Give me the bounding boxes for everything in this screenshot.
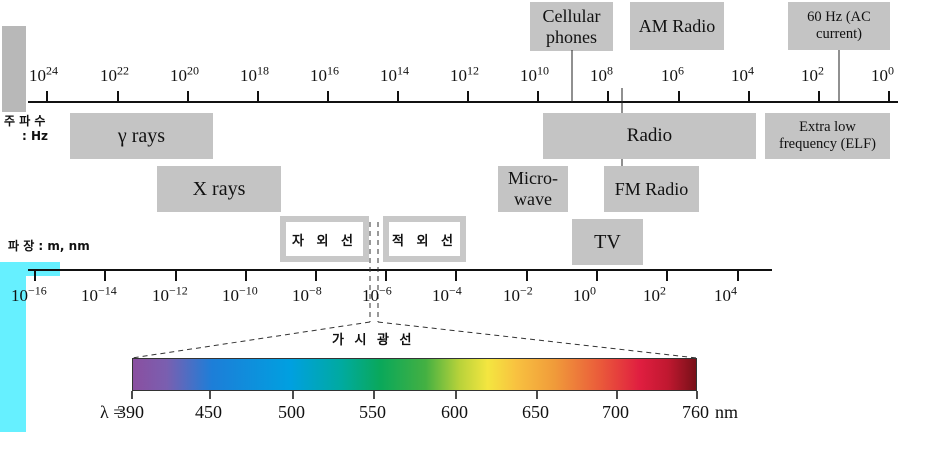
microwave-label: Micro- wave (508, 168, 558, 209)
wavelength-axis-label: 파 장 : m, nm (8, 239, 90, 253)
visible-spectrum-bar (132, 358, 697, 391)
radio-box: Radio (543, 113, 756, 159)
ac-current-label: 60 Hz (AC current) (807, 9, 871, 42)
frequency-tick-label: 1018 (240, 63, 269, 85)
tv-box: TV (572, 219, 643, 265)
microwave-box: Micro- wave (498, 166, 568, 212)
wavelength-tick-label: 10−12 (152, 283, 188, 305)
wavelength-tick-label: 102 (643, 283, 666, 305)
fm-radio-box: FM Radio (604, 166, 699, 212)
wavelength-tick-label: 100 (573, 283, 596, 305)
frequency-tick-label: 106 (661, 63, 684, 85)
cellular-phones-label: Cellular phones (542, 5, 601, 47)
visible-tick-label: 500 (278, 402, 305, 422)
visible-tick-label: 390 (117, 402, 144, 422)
infrared-label: 적 외 선 (392, 233, 457, 249)
fm-radio-label: FM Radio (614, 178, 689, 199)
lambda-prefix: λ = (100, 402, 124, 422)
gray-strip (2, 26, 26, 112)
frequency-tick-label: 1024 (29, 63, 58, 85)
wavelength-tick-label: 104 (714, 283, 737, 305)
frequency-tick-label: 1012 (450, 63, 479, 85)
elf-label: Extra low frequency (ELF) (778, 119, 877, 152)
gamma-rays-label: γ rays (117, 124, 166, 147)
wavelength-tick-label: 10−14 (81, 283, 117, 305)
tv-label: TV (594, 230, 621, 253)
visible-tick-label: 650 (522, 402, 549, 422)
frequency-tick-label: 1020 (170, 63, 199, 85)
infrared-box: 적 외 선 (383, 216, 466, 262)
frequency-tick-label: 108 (590, 63, 613, 85)
cellular-phones-box: Cellular phones (530, 2, 613, 51)
ultraviolet-label: 자 외 선 (292, 233, 357, 249)
elf-box: Extra low frequency (ELF) (765, 113, 890, 159)
visible-tick-label: 450 (195, 402, 222, 422)
visible-tick-label: 700 (602, 402, 629, 422)
frequency-tick-label: 100 (871, 63, 894, 85)
wavelength-tick-label: 10−8 (292, 283, 322, 305)
frequency-tick-label: 1016 (310, 63, 339, 85)
radio-label: Radio (626, 125, 673, 147)
am-radio-label: AM Radio (638, 15, 716, 36)
wavelength-tick-label: 10−10 (222, 283, 258, 305)
ac-current-box: 60 Hz (AC current) (788, 2, 890, 50)
wavelength-tick-label: 10−16 (11, 283, 47, 305)
wavelength-tick-label: 10−2 (503, 283, 533, 305)
wavelength-tick-label: 10−6 (362, 283, 392, 305)
gamma-rays-box: γ rays (70, 113, 213, 159)
frequency-tick-label: 1014 (380, 63, 409, 85)
frequency-tick-label: 104 (731, 63, 754, 85)
visible-tick-label: 760 (682, 402, 709, 422)
frequency-label-line1: 주 파 수 (4, 114, 46, 128)
frequency-label-line2: : Hz (22, 129, 49, 143)
xrays-box: X rays (157, 166, 281, 212)
frequency-tick-label: 1022 (100, 63, 129, 85)
cyan-strip (0, 262, 26, 432)
visible-tick-label: 550 (359, 402, 386, 422)
xrays-label: X rays (192, 177, 246, 200)
frequency-tick-label: 1010 (520, 63, 549, 85)
ultraviolet-box: 자 외 선 (280, 216, 369, 262)
visible-unit: nm (715, 402, 739, 422)
am-radio-box: AM Radio (630, 2, 724, 50)
visible-light-title: 가 시 광 선 (332, 333, 415, 348)
wavelength-tick-label: 10−4 (432, 283, 462, 305)
frequency-tick-label: 102 (801, 63, 824, 85)
frequency-axis-label: 주 파 수 : Hz (4, 114, 48, 144)
visible-tick-label: 600 (441, 402, 468, 422)
